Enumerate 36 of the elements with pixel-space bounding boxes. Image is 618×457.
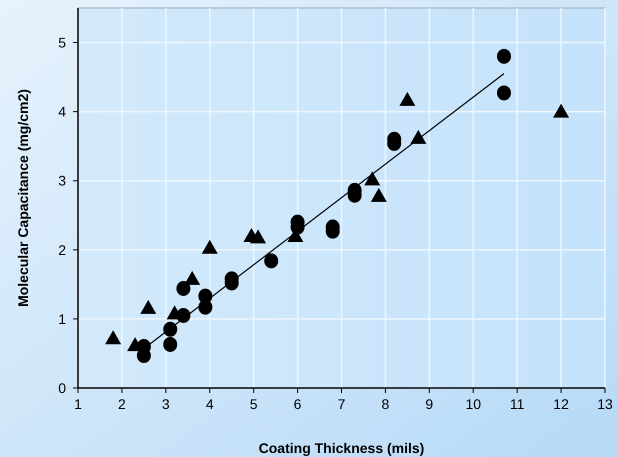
y-tick-label: 0 bbox=[58, 380, 66, 396]
point bbox=[202, 240, 218, 254]
x-tick-label: 7 bbox=[338, 396, 346, 412]
point bbox=[553, 104, 570, 118]
y-tick-label: 5 bbox=[58, 34, 66, 51]
point bbox=[198, 300, 212, 315]
point bbox=[105, 330, 122, 344]
point bbox=[364, 171, 380, 186]
point bbox=[399, 92, 416, 106]
y-tick-label: 3 bbox=[58, 172, 66, 189]
y-tick-label: 2 bbox=[58, 242, 66, 258]
x-tick-label: 9 bbox=[425, 396, 434, 412]
x-tick-label: 12 bbox=[553, 396, 570, 412]
point bbox=[250, 229, 266, 244]
point bbox=[176, 281, 190, 296]
point bbox=[496, 85, 511, 100]
y-tick-label: 1 bbox=[58, 310, 66, 327]
point bbox=[496, 48, 511, 64]
x-tick-label: 13 bbox=[597, 396, 613, 412]
x-axis-title: Coating Thickness (mils) bbox=[258, 440, 424, 456]
x-tick-label: 2 bbox=[118, 396, 126, 412]
x-tick-label: 4 bbox=[206, 396, 214, 412]
point bbox=[163, 336, 178, 352]
x-tick-label: 6 bbox=[294, 396, 302, 412]
x-tick-label: 8 bbox=[382, 396, 390, 412]
point bbox=[140, 300, 156, 314]
point bbox=[370, 188, 387, 202]
x-tick-label: 5 bbox=[250, 396, 258, 412]
point bbox=[184, 270, 200, 285]
x-tick-label: 1 bbox=[74, 396, 82, 412]
point bbox=[264, 253, 278, 268]
y-axis-title: Molecular Capacitance (mg/cm2) bbox=[15, 89, 31, 307]
x-tick-label: 11 bbox=[510, 396, 525, 412]
x-tick-label: 3 bbox=[162, 396, 170, 412]
y-tick-label: 4 bbox=[58, 104, 66, 120]
x-tick-label: 10 bbox=[465, 396, 482, 412]
